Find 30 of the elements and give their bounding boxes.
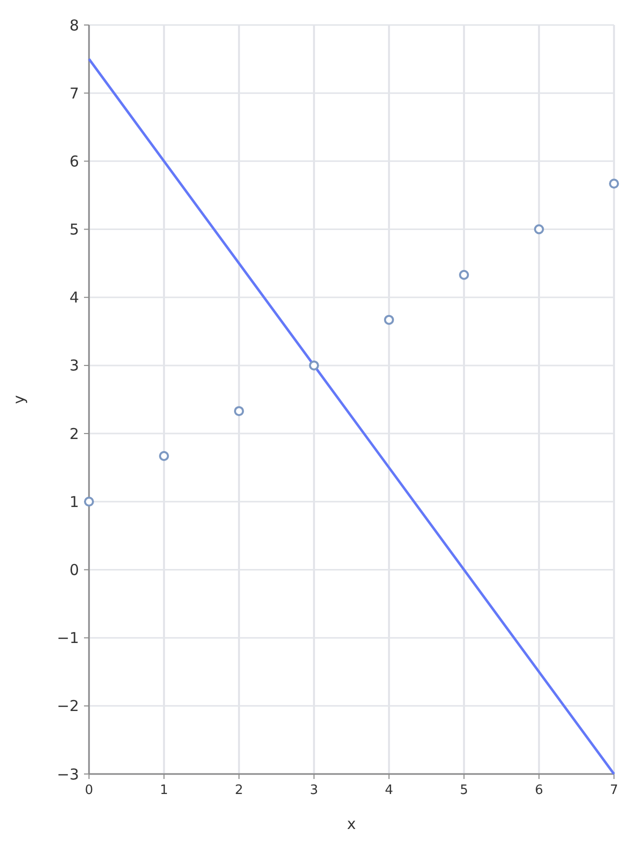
point xyxy=(234,406,244,416)
y-tick-label: 5 xyxy=(69,220,79,239)
y-tick-label: 8 xyxy=(69,16,79,34)
y-tick-label: −3 xyxy=(56,765,79,784)
point xyxy=(84,496,94,507)
y-tick-label: −2 xyxy=(56,697,79,716)
point xyxy=(459,270,469,280)
point xyxy=(609,178,619,189)
y-tick-label: 4 xyxy=(69,288,79,307)
y-tick-label: 3 xyxy=(69,356,79,375)
point xyxy=(384,314,394,325)
y-tick-label: 7 xyxy=(69,84,79,102)
y-tick-label: −1 xyxy=(56,629,79,648)
x-tick-label: 7 xyxy=(610,783,618,798)
x-axis-title: x xyxy=(347,815,356,833)
point xyxy=(309,360,319,370)
point xyxy=(159,451,169,462)
x-tick-label: 0 xyxy=(84,783,94,798)
x-tick-label: 2 xyxy=(234,783,244,798)
y-axis-title: y xyxy=(10,394,28,404)
y-tick-label: 6 xyxy=(69,152,79,170)
x-tick-label: 5 xyxy=(460,783,468,798)
x-tick-label: 3 xyxy=(310,783,318,798)
x-tick-label: 6 xyxy=(534,783,544,798)
y-tick-label: 0 xyxy=(69,560,79,579)
x-tick-label: 1 xyxy=(160,783,168,798)
y-tick-label: 1 xyxy=(69,492,79,511)
x-tick-label: 4 xyxy=(384,783,394,798)
y-tick-label: 2 xyxy=(69,424,79,443)
point xyxy=(534,224,544,234)
